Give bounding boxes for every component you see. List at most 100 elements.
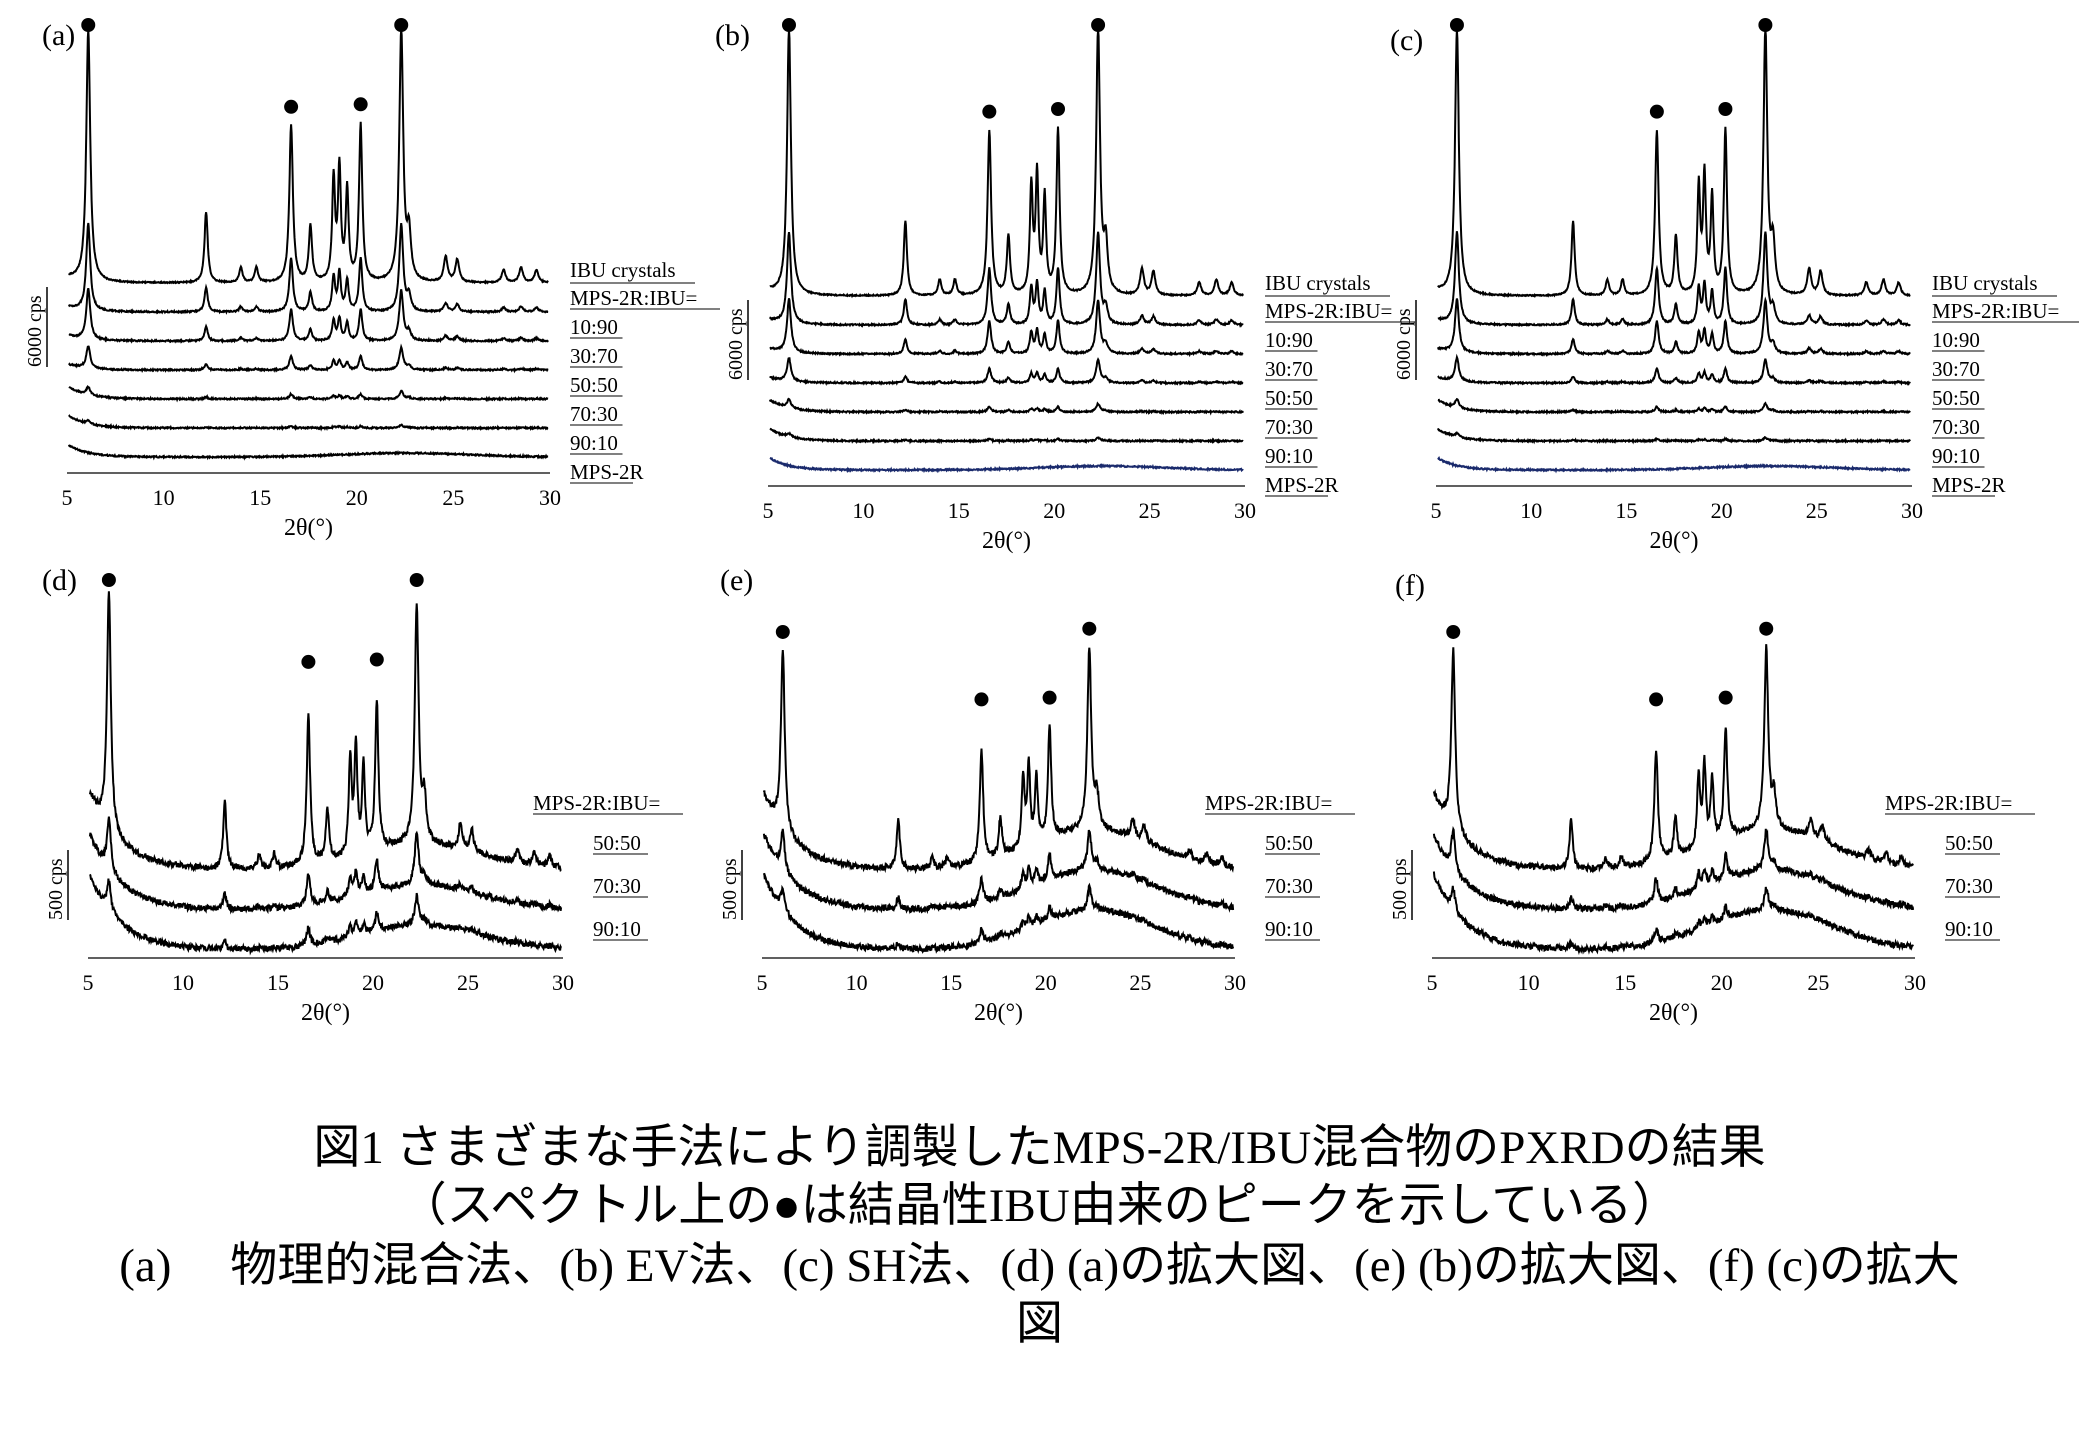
x-tick-label: 15 <box>1615 498 1637 523</box>
x-tick-label: 5 <box>763 498 774 523</box>
trace-label: 10:90 <box>1265 328 1313 352</box>
legend-header: MPS-2R:IBU= <box>1205 791 1332 815</box>
ibu-peak-marker <box>409 573 424 587</box>
pxrd-trace <box>67 444 549 461</box>
trace-label: 50:50 <box>1945 831 1993 855</box>
ibu-peak-marker <box>353 97 368 112</box>
trace-label: 10:90 <box>570 315 618 339</box>
trace-label: 70:30 <box>593 874 641 898</box>
pxrd-trace <box>1432 871 1914 956</box>
legend-header: MPS-2R:IBU= <box>570 286 697 310</box>
x-tick-label: 5 <box>1427 970 1438 995</box>
x-tick-label: 25 <box>442 485 464 510</box>
x-tick-label: 20 <box>362 970 384 995</box>
ibu-peak-marker <box>1649 104 1664 119</box>
pxrd-trace <box>68 287 549 344</box>
panel-label: (c) <box>1390 24 1423 57</box>
panel-label: (d) <box>42 564 77 597</box>
pxrd-trace <box>1432 644 1914 874</box>
ibu-peak-marker <box>1718 690 1733 705</box>
scale-bar-label: 6000 cps <box>24 295 46 367</box>
pxrd-trace <box>68 385 549 403</box>
caption-panels: (a) 物理的混合法、(b) EV法、(c) SH法、(d) (a)の拡大図、(… <box>119 1240 1960 1292</box>
x-tick-label: 10 <box>846 970 868 995</box>
pxrd-trace <box>762 647 1235 875</box>
pxrd-trace <box>769 29 1244 299</box>
pxrd-trace <box>769 231 1244 329</box>
scale-bar-label: 500 cps <box>719 858 741 920</box>
pxrd-trace <box>89 873 562 956</box>
pxrd-trace <box>68 414 549 432</box>
pxrd-trace <box>68 343 549 374</box>
pxrd-trace <box>1432 825 1915 914</box>
pxrd-trace <box>67 222 549 315</box>
trace-label: 70:30 <box>1932 415 1980 439</box>
legend-header: IBU crystals <box>1265 271 1371 295</box>
trace-label: MPS-2R <box>570 460 644 484</box>
x-tick-label: 20 <box>346 485 368 510</box>
ibu-peak-marker <box>1082 621 1097 636</box>
x-tick-label: 25 <box>1139 498 1161 523</box>
x-tick-label: 10 <box>153 485 175 510</box>
pxrd-trace <box>1436 428 1911 445</box>
pxrd-trace <box>88 816 563 915</box>
x-tick-label: 20 <box>1035 970 1057 995</box>
trace-label: 90:10 <box>1265 917 1313 941</box>
x-tick-label: 10 <box>172 970 194 995</box>
panel-label: (e) <box>720 564 753 597</box>
x-tick-label: 30 <box>539 485 561 510</box>
ibu-peak-marker <box>394 18 409 32</box>
trace-label: MPS-2R <box>1932 473 2006 497</box>
panel-b <box>747 18 1415 497</box>
x-axis-title: 2θ(°) <box>284 515 333 541</box>
trace-label: 30:70 <box>570 344 618 368</box>
x-tick-label: 5 <box>757 970 768 995</box>
pxrd-trace <box>768 397 1244 416</box>
x-axis-title: 2θ(°) <box>1649 1000 1698 1026</box>
x-tick-label: 10 <box>1520 498 1542 523</box>
pxrd-trace <box>68 29 549 285</box>
trace-label: 90:10 <box>1945 917 1993 941</box>
legend-header: MPS-2R:IBU= <box>1885 791 2012 815</box>
legend-header: IBU crystals <box>570 258 676 282</box>
trace-label: 50:50 <box>593 831 641 855</box>
x-tick-label: 15 <box>1614 970 1636 995</box>
trace-label: 90:10 <box>1932 444 1980 468</box>
panel-f <box>1411 621 2035 959</box>
ibu-peak-marker <box>1446 624 1461 639</box>
x-tick-label: 15 <box>249 485 271 510</box>
legend-header: MPS-2R:IBU= <box>1265 299 1392 323</box>
x-tick-label: 20 <box>1711 970 1733 995</box>
trace-label: 10:90 <box>1932 328 1980 352</box>
scale-bar-label: 500 cps <box>1389 858 1411 920</box>
x-axis-title: 2θ(°) <box>974 1000 1023 1026</box>
ibu-peak-marker <box>781 18 796 32</box>
pxrd-trace <box>1437 397 1911 416</box>
trace-label: 70:30 <box>1265 415 1313 439</box>
pxrd-trace <box>769 456 1244 474</box>
panel-label: (b) <box>715 19 750 52</box>
x-tick-label: 25 <box>1807 970 1829 995</box>
x-axis-title: 2θ(°) <box>301 1000 350 1026</box>
ibu-peak-marker <box>982 104 997 119</box>
x-tick-label: 10 <box>1518 970 1540 995</box>
x-tick-label: 30 <box>552 970 574 995</box>
ibu-peak-marker <box>1051 102 1066 117</box>
scale-bar-label: 500 cps <box>45 858 67 920</box>
trace-label: 70:30 <box>1945 874 1993 898</box>
x-tick-label: 15 <box>948 498 970 523</box>
panel-e <box>741 621 1355 959</box>
pxrd-trace <box>769 298 1244 358</box>
pxrd-trace <box>88 591 562 873</box>
ibu-peak-marker <box>1649 692 1664 707</box>
x-tick-label: 10 <box>852 498 874 523</box>
trace-label: 50:50 <box>1265 386 1313 410</box>
pxrd-trace <box>1437 455 1911 474</box>
ibu-peak-marker <box>1718 102 1733 117</box>
ibu-peak-marker <box>101 573 116 587</box>
x-tick-label: 25 <box>1129 970 1151 995</box>
trace-label: 50:50 <box>1265 831 1313 855</box>
ibu-peak-marker <box>775 624 790 639</box>
trace-label: 30:70 <box>1265 357 1313 381</box>
pxrd-figure: (a) 5 10 15 20 25 30 2θ(°) IBU crystals MPS-2R:IB… <box>24 18 2079 1026</box>
